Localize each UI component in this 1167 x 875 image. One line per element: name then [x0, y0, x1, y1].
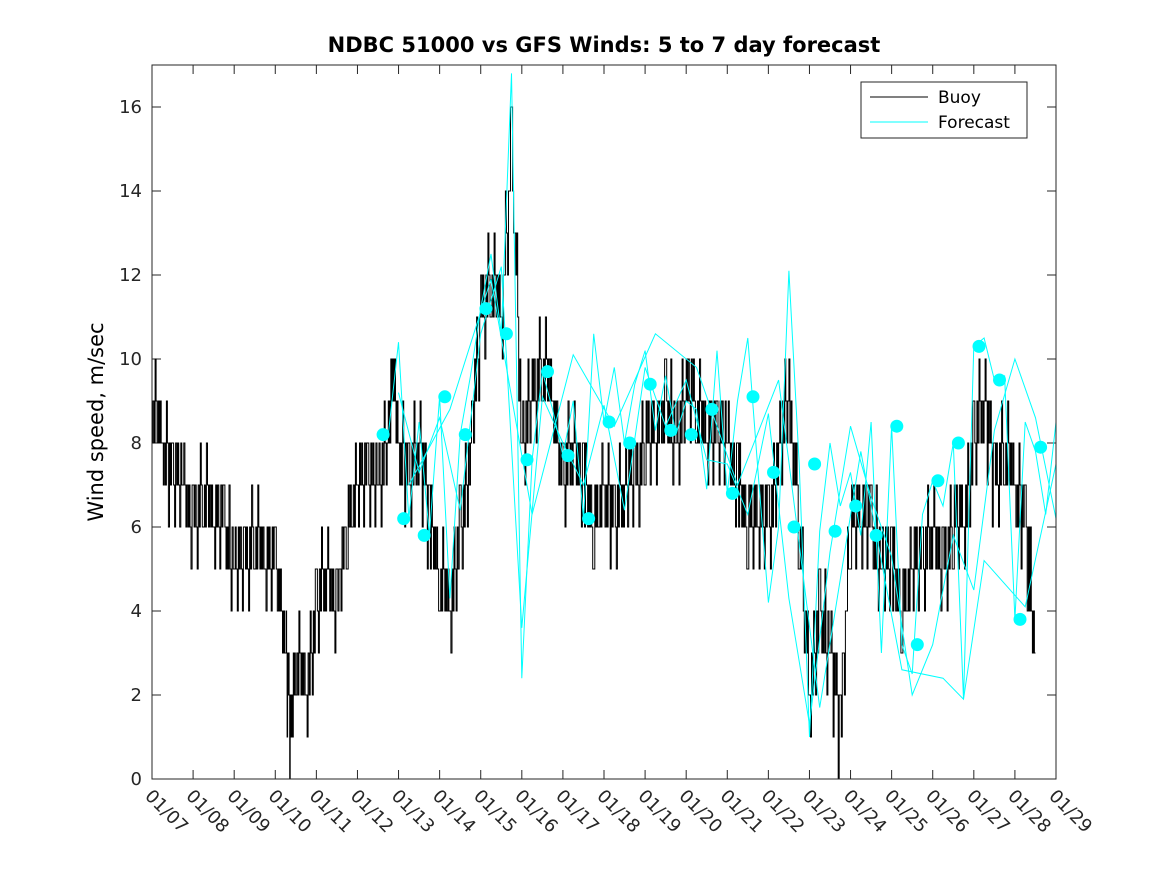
legend-label-buoy: Buoy: [938, 88, 981, 108]
y-tick-label: 10: [119, 349, 142, 370]
forecast-marker: [541, 365, 554, 379]
y-tick-label: 6: [131, 517, 142, 538]
y-axis-label: Wind speed, m/sec: [84, 322, 108, 521]
forecast-marker: [746, 390, 760, 404]
forecast-line-1: [387, 73, 1057, 738]
forecast-marker: [1034, 440, 1048, 454]
y-tick-label: 12: [119, 265, 142, 286]
forecast-marker: [1013, 612, 1027, 626]
forecast-marker: [376, 428, 390, 442]
forecast-marker: [869, 528, 883, 542]
forecast-marker: [561, 449, 575, 463]
y-tick-label: 4: [131, 601, 142, 622]
legend-label-forecast: Forecast: [938, 113, 1010, 133]
forecast-line-2: [398, 266, 1057, 725]
y-tick-label: 0: [131, 769, 142, 790]
legend-box: [860, 81, 1028, 139]
forecast-marker: [910, 638, 924, 652]
forecast-marker: [993, 373, 1006, 387]
buoy-line: [152, 106, 1036, 780]
forecast-line-3: [408, 279, 1057, 708]
forecast-marker: [643, 377, 657, 391]
y-tick-label: 8: [131, 433, 142, 454]
forecast-marker: [458, 428, 472, 442]
forecast-marker: [397, 512, 411, 526]
forecast-markers: [376, 302, 1048, 652]
y-axis-ticks: 0 2 4 6 8 10 12 14 16: [119, 97, 1056, 790]
forecast-marker: [602, 415, 616, 429]
forecast-marker: [582, 512, 596, 526]
forecast-marker: [931, 474, 945, 488]
forecast-marker: [417, 528, 431, 542]
y-tick-label: 14: [119, 181, 142, 202]
forecast-marker: [787, 520, 801, 534]
forecast-marker: [520, 453, 534, 467]
forecast-marker: [623, 436, 637, 450]
forecast-marker: [684, 428, 698, 442]
forecast-marker: [808, 457, 822, 471]
forecast-marker: [890, 419, 904, 433]
chart-title: NDBC 51000 vs GFS Winds: 5 to 7 day fore…: [328, 33, 881, 57]
y-tick-label: 2: [131, 685, 142, 706]
forecast-marker: [664, 423, 678, 437]
forecast-marker: [479, 302, 493, 316]
forecast-marker: [972, 339, 986, 353]
buoy-series: [152, 106, 1036, 780]
forecast-marker: [725, 486, 739, 500]
forecast-marker: [828, 524, 842, 538]
plot-frame: [151, 64, 1057, 780]
forecast-marker: [767, 465, 780, 479]
y-tick-label: 16: [119, 97, 142, 118]
forecast-marker: [705, 402, 719, 416]
forecast-marker: [438, 390, 452, 404]
forecast-marker: [951, 436, 965, 450]
forecast-series: [387, 73, 1057, 738]
forecast-marker: [499, 327, 513, 341]
legend: Buoy Forecast: [860, 81, 1028, 139]
forecast-marker: [849, 499, 863, 513]
